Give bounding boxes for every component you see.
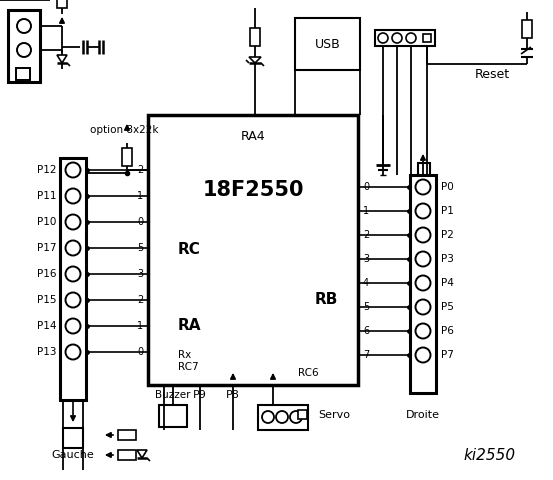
Bar: [118, 430, 136, 440]
Text: 18F2550: 18F2550: [202, 180, 304, 200]
Circle shape: [65, 163, 81, 178]
Text: 4: 4: [363, 278, 369, 288]
Text: P17: P17: [36, 243, 56, 253]
Bar: [8, 10, 40, 82]
Text: RC7: RC7: [178, 362, 199, 372]
Text: 3: 3: [137, 269, 143, 279]
Text: ki2550: ki2550: [464, 447, 516, 463]
Circle shape: [406, 33, 416, 43]
Text: option 8x22k: option 8x22k: [90, 125, 159, 135]
Text: P9: P9: [193, 390, 207, 400]
Text: P15: P15: [36, 295, 56, 305]
Text: USB: USB: [315, 37, 341, 50]
Text: 5: 5: [363, 302, 369, 312]
Circle shape: [415, 276, 430, 290]
Text: P4: P4: [441, 278, 454, 288]
Circle shape: [415, 252, 430, 266]
Circle shape: [378, 33, 388, 43]
Text: P16: P16: [36, 269, 56, 279]
Text: P1: P1: [441, 206, 454, 216]
Polygon shape: [57, 55, 67, 63]
Text: P3: P3: [441, 254, 454, 264]
Circle shape: [415, 348, 430, 362]
Circle shape: [415, 300, 430, 314]
Circle shape: [65, 240, 81, 255]
Circle shape: [65, 266, 81, 281]
Text: 2: 2: [137, 165, 143, 175]
Text: 5: 5: [137, 243, 143, 253]
Circle shape: [290, 411, 302, 423]
Bar: [63, 428, 83, 448]
Text: 1: 1: [137, 191, 143, 201]
Bar: [423, 34, 431, 42]
Text: Rx: Rx: [178, 350, 191, 360]
Text: RC6: RC6: [298, 368, 319, 378]
Bar: [60, 158, 86, 400]
Circle shape: [415, 228, 430, 242]
Text: P2: P2: [441, 230, 454, 240]
Bar: [148, 115, 358, 385]
Text: P5: P5: [441, 302, 454, 312]
Text: 7: 7: [363, 350, 369, 360]
Text: P6: P6: [441, 326, 454, 336]
Bar: [295, 18, 360, 70]
Circle shape: [65, 345, 81, 360]
Text: Gauche: Gauche: [51, 450, 95, 460]
Text: 0: 0: [137, 347, 143, 357]
Text: P7: P7: [441, 350, 454, 360]
Circle shape: [65, 292, 81, 308]
Bar: [258, 405, 308, 430]
Bar: [522, 20, 532, 38]
Bar: [57, 0, 67, 8]
Circle shape: [65, 189, 81, 204]
Circle shape: [65, 319, 81, 334]
Text: RA4: RA4: [241, 131, 265, 144]
Text: P10: P10: [36, 217, 56, 227]
Circle shape: [415, 324, 430, 338]
Text: RB: RB: [315, 292, 338, 308]
Circle shape: [17, 19, 31, 33]
Text: P0: P0: [441, 182, 454, 192]
Circle shape: [262, 411, 274, 423]
Text: 1: 1: [363, 206, 369, 216]
Bar: [159, 405, 187, 427]
Circle shape: [415, 204, 430, 218]
Bar: [250, 28, 260, 46]
Circle shape: [276, 411, 288, 423]
Text: 2: 2: [137, 295, 143, 305]
Text: 3: 3: [363, 254, 369, 264]
Text: P14: P14: [36, 321, 56, 331]
Circle shape: [415, 180, 430, 194]
Bar: [410, 175, 436, 393]
Text: Servo: Servo: [318, 410, 350, 420]
Text: P11: P11: [36, 191, 56, 201]
Text: Buzzer: Buzzer: [155, 390, 191, 400]
Text: 2: 2: [363, 230, 369, 240]
Text: RC: RC: [178, 242, 201, 257]
Circle shape: [392, 33, 402, 43]
Text: P13: P13: [36, 347, 56, 357]
Bar: [418, 163, 430, 175]
Bar: [16, 68, 30, 80]
Circle shape: [65, 215, 81, 229]
Text: P12: P12: [36, 165, 56, 175]
Text: P8: P8: [226, 390, 240, 400]
Text: RA: RA: [178, 317, 201, 333]
Text: Reset: Reset: [475, 69, 510, 82]
Text: 0: 0: [137, 217, 143, 227]
Polygon shape: [249, 57, 261, 63]
Text: 0: 0: [363, 182, 369, 192]
Circle shape: [17, 43, 31, 57]
Bar: [118, 450, 136, 460]
Polygon shape: [137, 450, 147, 458]
Text: 6: 6: [363, 326, 369, 336]
Bar: [298, 410, 307, 419]
Text: Droite: Droite: [406, 410, 440, 420]
Bar: [375, 30, 435, 46]
Bar: [122, 148, 132, 166]
Text: 1: 1: [137, 321, 143, 331]
